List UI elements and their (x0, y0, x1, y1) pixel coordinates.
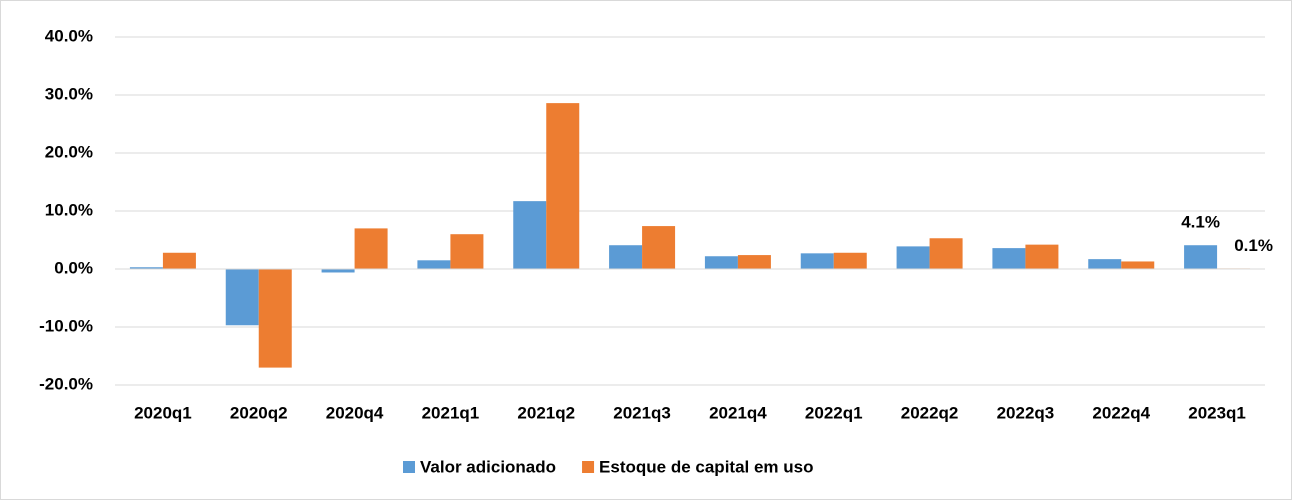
bar (992, 248, 1026, 269)
x-tick-label: 2020q4 (326, 403, 384, 422)
bar (354, 228, 388, 269)
x-tick-label: 2020q1 (134, 403, 192, 422)
bar (737, 255, 771, 269)
bar (513, 201, 547, 269)
bar (609, 245, 643, 269)
bar (1184, 245, 1218, 269)
y-tick-label: 20.0% (45, 142, 93, 161)
x-tick-label: 2021q2 (517, 403, 575, 422)
bar (450, 234, 484, 269)
bar (1121, 261, 1155, 269)
x-tick-label: 2023q1 (1188, 403, 1246, 422)
x-tick-label: 2022q4 (1092, 403, 1150, 422)
bar (258, 269, 292, 368)
bar (642, 226, 676, 269)
bar (704, 256, 738, 269)
bar (800, 253, 834, 269)
y-tick-label: 30.0% (45, 84, 93, 103)
bar (1025, 244, 1059, 269)
bar (129, 267, 163, 269)
bar (225, 269, 259, 326)
bar (321, 269, 355, 273)
bar (162, 252, 196, 269)
x-tick-label: 2022q2 (901, 403, 959, 422)
bar (1088, 259, 1122, 269)
x-tick-label: 2022q1 (805, 403, 863, 422)
x-tick-label: 2021q1 (422, 403, 480, 422)
y-tick-label: 0.0% (54, 258, 93, 277)
data-label: 4.1% (1181, 213, 1220, 232)
bar (896, 246, 930, 269)
y-tick-label: -10.0% (39, 316, 93, 335)
bar (546, 103, 580, 270)
y-tick-label: -20.0% (39, 374, 93, 393)
x-tick-label: 2020q2 (230, 403, 288, 422)
legend-label: Valor adicionado (420, 457, 556, 476)
x-tick-label: 2022q3 (997, 403, 1055, 422)
x-tick-label: 2021q4 (709, 403, 767, 422)
data-label: 0.1% (1234, 236, 1273, 255)
x-tick-label: 2021q3 (613, 403, 671, 422)
bar (417, 260, 451, 269)
bar (833, 252, 867, 269)
bar (929, 238, 963, 269)
legend-swatch (403, 461, 415, 473)
y-tick-label: 10.0% (45, 200, 93, 219)
legend-swatch (582, 461, 595, 473)
y-tick-label: 40.0% (45, 26, 93, 45)
legend-label: Estoque de capital em uso (599, 457, 813, 476)
